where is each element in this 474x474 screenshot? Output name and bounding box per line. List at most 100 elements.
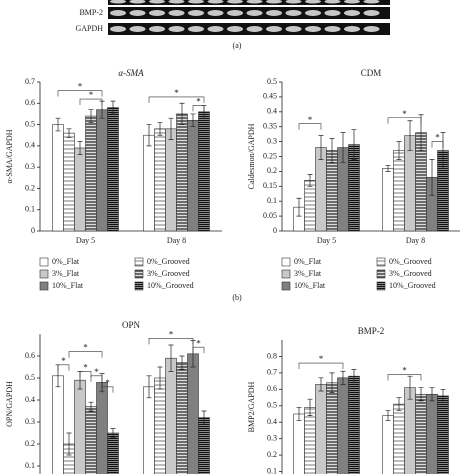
gel-band	[129, 26, 146, 32]
bar	[315, 384, 327, 474]
error-bar	[351, 369, 357, 384]
bar	[437, 395, 449, 474]
y-tick-label: 0.5	[267, 77, 277, 86]
y-tick-label: 0.6	[25, 98, 35, 107]
gel-band	[188, 26, 204, 32]
legend-swatch	[134, 269, 144, 279]
gel-band	[227, 0, 243, 4]
error-bar	[429, 387, 435, 402]
y-tick-label: 0.1	[25, 461, 35, 470]
gel-band	[324, 26, 341, 32]
legend-label: 0%_Grooved	[147, 257, 190, 266]
gel-band	[110, 0, 126, 4]
error-bar	[77, 141, 83, 155]
y-tick-label: 0.8	[267, 351, 277, 360]
legend-label: 3%_Flat	[52, 269, 80, 278]
gel-band	[246, 26, 263, 32]
panel-label: (b)	[232, 293, 242, 302]
legend-swatch	[134, 257, 144, 267]
significance-bracket	[57, 364, 70, 371]
gel-band	[266, 0, 282, 4]
bar	[187, 353, 199, 474]
chart-title: α-SMA	[118, 68, 144, 78]
chart-title: CDM	[361, 68, 382, 78]
bar	[382, 168, 394, 232]
chart-title: BMP-2	[358, 326, 385, 336]
gel-band	[285, 26, 302, 32]
error-bar	[407, 120, 413, 151]
gel-band	[266, 10, 282, 16]
error-bar	[66, 432, 72, 456]
gel-band	[207, 26, 224, 32]
bar	[293, 413, 305, 474]
error-bar	[418, 387, 424, 402]
error-bar	[296, 197, 302, 217]
error-bar	[157, 122, 163, 136]
error-bar	[340, 370, 346, 385]
bar	[154, 128, 166, 232]
error-bar	[440, 132, 446, 169]
error-bar	[179, 102, 185, 125]
error-bar	[385, 165, 391, 172]
bar	[315, 147, 327, 232]
error-bar	[351, 129, 357, 160]
y-tick-label: 0.3	[267, 136, 277, 145]
significance-bracket	[387, 374, 422, 381]
gel-band	[285, 0, 302, 4]
y-axis-label: α-SMA/GAPDH	[5, 129, 14, 183]
legend-swatch	[376, 269, 386, 279]
significance-star: *	[196, 338, 201, 348]
bar	[154, 377, 166, 474]
gel-band	[285, 10, 302, 16]
bar	[348, 375, 360, 474]
error-bar	[318, 135, 324, 160]
y-tick-label: 0.45	[263, 92, 277, 101]
gel-band	[188, 0, 204, 4]
gel-label: BMP-2	[79, 8, 103, 17]
gel-band	[168, 0, 185, 4]
bar	[415, 393, 427, 474]
y-tick-label: 0.3	[267, 433, 277, 442]
significance-bracket	[79, 371, 92, 378]
legend-label: 0%_Flat	[294, 257, 322, 266]
significance-star: *	[78, 82, 83, 92]
x-tick-label: Day 8	[406, 236, 425, 245]
y-tick-label: 0.1	[267, 196, 277, 205]
x-tick-label: Day 5	[317, 236, 336, 245]
error-bar	[440, 388, 446, 403]
gel-band	[305, 0, 321, 4]
gel-band	[149, 0, 165, 4]
gel-band	[110, 26, 126, 32]
error-bar	[110, 428, 116, 438]
y-tick-label: 0.7	[267, 368, 277, 377]
significance-star: *	[105, 378, 110, 388]
bar	[198, 417, 210, 474]
error-bar	[429, 159, 435, 196]
error-bar	[168, 344, 174, 372]
error-bar	[407, 375, 413, 400]
error-bar	[201, 410, 207, 425]
significance-bracket	[148, 338, 194, 345]
bar	[165, 128, 177, 232]
bar	[107, 432, 119, 474]
gel-band	[129, 0, 146, 4]
significance-bracket	[298, 362, 344, 370]
y-tick-label: 0	[273, 226, 277, 235]
gel-band	[227, 26, 243, 32]
legend-swatch	[39, 269, 49, 279]
y-tick-label: 0.3	[25, 162, 35, 171]
y-tick-label: 0.6	[267, 384, 277, 393]
gel-band	[168, 26, 185, 32]
y-tick-label: 0.05	[263, 211, 277, 220]
bar	[107, 107, 119, 232]
gel-band	[188, 10, 204, 16]
significance-bracket	[148, 96, 205, 103]
bar	[74, 147, 86, 232]
bar	[74, 379, 86, 474]
error-bar	[385, 410, 391, 421]
error-bar	[340, 132, 346, 163]
error-bar	[307, 174, 313, 187]
error-bar	[168, 117, 174, 140]
y-axis-label: BMP2/GAPDH	[247, 381, 256, 432]
error-bar	[157, 366, 163, 390]
